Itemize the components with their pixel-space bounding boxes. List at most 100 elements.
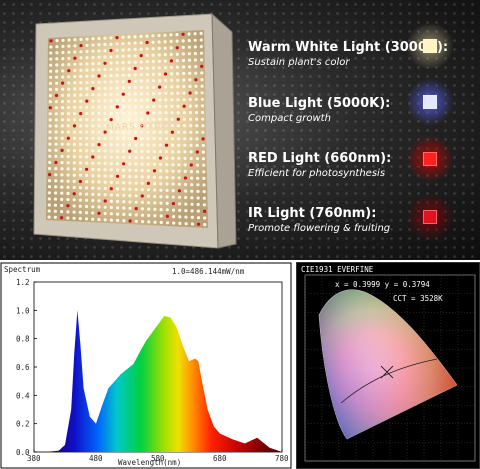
white-led bbox=[103, 149, 107, 153]
white-led bbox=[91, 186, 95, 190]
white-led bbox=[153, 207, 157, 211]
white-led bbox=[67, 62, 71, 67]
white-led bbox=[128, 213, 132, 217]
white-led bbox=[84, 217, 89, 221]
white-led bbox=[133, 41, 137, 45]
white-led bbox=[153, 201, 157, 205]
white-led bbox=[115, 149, 119, 153]
white-led bbox=[49, 45, 53, 49]
white-led bbox=[61, 44, 65, 49]
white-led bbox=[73, 99, 77, 103]
white-led bbox=[122, 206, 126, 210]
red-led bbox=[85, 167, 89, 171]
white-led bbox=[78, 186, 82, 190]
white-led bbox=[109, 212, 113, 216]
spectrum-svg: Spectrum 1.0=486.144mW/nm 0.0 0.2 0.4 0.6 0.… bbox=[0, 262, 292, 469]
white-led bbox=[72, 204, 76, 208]
white-led bbox=[109, 42, 113, 46]
white-led bbox=[67, 38, 71, 42]
white-led bbox=[184, 195, 188, 200]
white-led bbox=[47, 185, 52, 189]
xy-readout: x = 0.3999 y = 0.3794 bbox=[335, 280, 430, 289]
white-led bbox=[153, 220, 157, 224]
white-led bbox=[97, 136, 101, 140]
white-led bbox=[54, 87, 59, 91]
white-led bbox=[121, 61, 125, 65]
red-led bbox=[140, 124, 144, 128]
white-led bbox=[109, 61, 113, 65]
white-led bbox=[47, 209, 51, 213]
white-led bbox=[164, 98, 168, 102]
feature-title: Warm White Light (3000K): bbox=[248, 40, 449, 55]
white-led bbox=[47, 191, 52, 195]
white-led bbox=[72, 179, 76, 183]
white-led bbox=[140, 98, 144, 102]
white-led bbox=[85, 142, 89, 147]
feature-ir: IR Light (760nm): Promote flowering & fr… bbox=[248, 206, 423, 236]
white-led bbox=[170, 124, 174, 128]
red-led bbox=[103, 130, 107, 134]
white-led bbox=[127, 41, 131, 46]
white-led bbox=[91, 62, 95, 66]
white-led bbox=[164, 78, 168, 83]
white-led bbox=[182, 65, 186, 69]
white-led bbox=[54, 112, 58, 116]
white-led bbox=[109, 124, 113, 128]
white-led bbox=[60, 99, 65, 104]
white-led bbox=[189, 137, 193, 141]
white-led bbox=[73, 93, 77, 97]
white-led bbox=[133, 86, 137, 90]
white-led bbox=[66, 155, 70, 159]
white-led bbox=[109, 55, 113, 59]
white-led bbox=[181, 52, 185, 56]
white-led bbox=[67, 87, 71, 91]
white-led bbox=[158, 137, 162, 141]
white-led bbox=[153, 182, 157, 186]
white-led bbox=[54, 148, 58, 152]
white-led bbox=[116, 212, 120, 216]
white-led bbox=[146, 130, 150, 134]
white-led bbox=[79, 68, 83, 72]
red-led bbox=[175, 46, 179, 50]
white-led bbox=[85, 74, 89, 78]
white-led bbox=[190, 215, 194, 219]
white-led bbox=[170, 91, 174, 95]
white-led bbox=[54, 191, 58, 195]
white-led bbox=[151, 34, 155, 38]
white-led bbox=[48, 142, 52, 146]
white-led bbox=[152, 117, 156, 121]
white-led bbox=[72, 130, 77, 134]
red-led bbox=[73, 56, 77, 60]
white-led bbox=[134, 213, 138, 217]
white-led bbox=[183, 169, 187, 173]
white-led bbox=[103, 124, 107, 128]
white-led bbox=[193, 58, 198, 62]
white-led bbox=[97, 192, 101, 197]
white-led bbox=[72, 167, 76, 171]
white-led bbox=[49, 51, 53, 55]
white-led bbox=[91, 130, 95, 134]
red-led bbox=[115, 105, 119, 109]
white-led bbox=[187, 32, 191, 36]
white-led bbox=[140, 137, 144, 141]
white-led bbox=[103, 99, 107, 103]
cie-svg: CIE1931 EVERFINE x = 0.3999 y = 0.3794 C… bbox=[301, 265, 476, 462]
white-led bbox=[91, 43, 95, 47]
white-led bbox=[177, 195, 182, 199]
white-led bbox=[188, 84, 192, 88]
white-led bbox=[54, 173, 58, 177]
white-led bbox=[181, 45, 185, 50]
white-led bbox=[48, 100, 52, 104]
white-led bbox=[122, 187, 126, 191]
white-led bbox=[140, 130, 144, 134]
white-led bbox=[127, 48, 131, 52]
white-led bbox=[55, 57, 59, 61]
white-led bbox=[159, 188, 163, 192]
white-led bbox=[115, 86, 119, 90]
white-led bbox=[72, 198, 76, 202]
white-led bbox=[54, 179, 58, 183]
white-led bbox=[60, 130, 64, 134]
white-led bbox=[103, 42, 107, 47]
white-led bbox=[190, 176, 194, 180]
white-led bbox=[72, 216, 76, 220]
